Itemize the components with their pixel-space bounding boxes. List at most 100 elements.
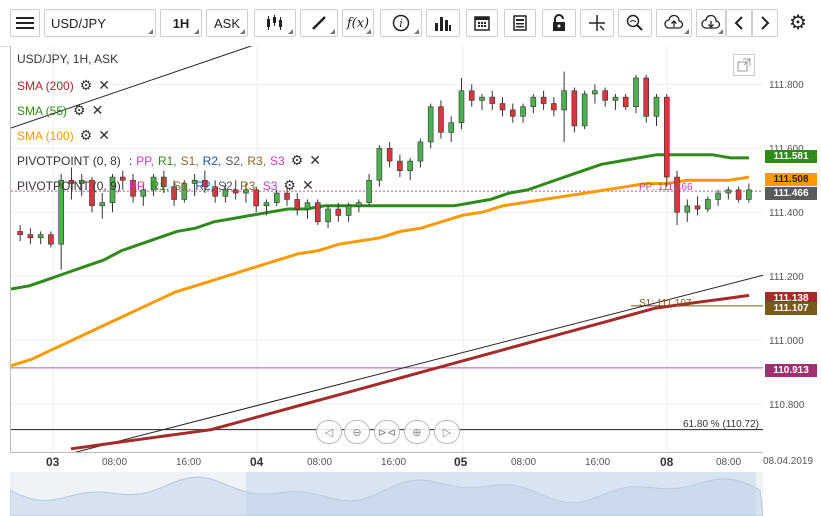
- candle: [653, 96, 660, 117]
- pivot2-pp: PP,: [128, 178, 147, 193]
- scroll-left-button[interactable]: [726, 9, 752, 37]
- candle: [58, 179, 64, 245]
- candle: [89, 179, 95, 207]
- candle: [263, 202, 270, 207]
- sma100-line: [11, 175, 750, 368]
- sma100-close-icon[interactable]: ✕: [98, 127, 110, 143]
- scroll-right-button[interactable]: [752, 9, 778, 37]
- candle: [663, 96, 670, 178]
- x-tick: 04: [250, 455, 264, 469]
- candle: [520, 106, 526, 117]
- zoom-button[interactable]: [618, 9, 652, 37]
- candle: [130, 179, 136, 197]
- download-icon: [701, 15, 721, 29]
- candle: [273, 192, 280, 203]
- candle: [202, 179, 208, 187]
- pivot2-gear-icon[interactable]: ⚙: [283, 177, 296, 193]
- candle: [191, 179, 198, 184]
- symbol-selector[interactable]: USD/JPY: [44, 9, 156, 37]
- x-tick: 08: [660, 455, 674, 469]
- candle: [715, 192, 721, 200]
- pivot1-close-icon[interactable]: ✕: [309, 152, 322, 168]
- interval-selector[interactable]: 1H: [160, 9, 202, 37]
- candle: [571, 90, 578, 127]
- navigator[interactable]: [10, 472, 763, 516]
- toolbar: USD/JPY 1H ASK f(x) i: [0, 0, 821, 47]
- sma100-gear-icon[interactable]: ⚙: [79, 127, 93, 143]
- price-type-selector[interactable]: ASK: [206, 9, 248, 37]
- x-tick: 16:00: [381, 457, 407, 468]
- chevron-left-icon: [734, 16, 743, 30]
- triangle-right-icon: ▷: [442, 426, 452, 439]
- candle: [684, 205, 691, 213]
- candle: [674, 176, 680, 213]
- crosshair-button[interactable]: [580, 9, 614, 37]
- interval-text: 1H: [172, 15, 190, 31]
- legend-title: USD/JPY, 1H, ASK: [17, 52, 119, 66]
- navigator-window[interactable]: [246, 472, 756, 516]
- nav-left-button[interactable]: ◁: [316, 420, 342, 444]
- candle: [366, 179, 372, 203]
- candles-icon: [267, 15, 282, 30]
- zoom-out-button[interactable]: ⊖: [344, 420, 370, 444]
- sma200-line: [70, 293, 750, 451]
- zoom-in-icon: ⊕: [412, 426, 422, 439]
- candle: [468, 90, 475, 101]
- candle: [150, 176, 157, 191]
- candle: [253, 189, 260, 207]
- draw-tool-button[interactable]: [300, 9, 338, 37]
- candle: [735, 189, 742, 200]
- draw-icon: [312, 16, 326, 30]
- sma200-close-icon[interactable]: ✕: [98, 77, 110, 93]
- pivot1-s3: S3: [270, 153, 285, 168]
- x-tick: 16:00: [585, 457, 611, 468]
- s1-price-label: 111.107: [765, 302, 817, 315]
- candle: [427, 106, 434, 143]
- pp-annotation: PP: 111.466: [639, 182, 693, 193]
- candle: [499, 103, 506, 111]
- sma55-gear-icon[interactable]: ⚙: [73, 102, 86, 118]
- candle: [48, 234, 54, 245]
- sma200-gear-icon[interactable]: ⚙: [79, 77, 93, 93]
- bar-chart-icon: [435, 17, 451, 31]
- bar-chart-button[interactable]: [426, 9, 460, 37]
- candle: [325, 208, 331, 223]
- candle: [171, 186, 177, 200]
- pivot1-pp: PP,: [136, 153, 154, 168]
- nav-right-button[interactable]: ▷: [434, 420, 460, 444]
- fx-icon: f(x): [346, 15, 370, 31]
- chart-type-button[interactable]: [254, 9, 296, 37]
- candle: [694, 205, 701, 210]
- candle: [643, 77, 650, 117]
- upload-button[interactable]: [656, 9, 692, 37]
- sma55-close-icon[interactable]: ✕: [91, 102, 104, 118]
- candle: [314, 202, 321, 223]
- trend-line-lower: [74, 274, 764, 452]
- candle: [705, 199, 711, 210]
- zoom-in-button[interactable]: ⊕: [404, 420, 430, 444]
- settings-button[interactable]: ⚙: [784, 9, 812, 37]
- x-tick: 08:00: [102, 457, 128, 468]
- pivot1-label: PIVOTPOINT (0, 8): [17, 153, 121, 168]
- menu-button[interactable]: [10, 9, 40, 37]
- date-label: 08.04.2019: [763, 456, 814, 467]
- lock-button[interactable]: [542, 9, 576, 37]
- info-button[interactable]: i: [380, 9, 422, 37]
- chart-area[interactable]: USD/JPY, 1H, ASK SMA (200) ⚙ ✕ SMA (55) ⚙…: [10, 46, 765, 452]
- expand-button[interactable]: [733, 54, 755, 76]
- download-button[interactable]: [696, 9, 726, 37]
- time-axis: 03 08:00 16:00 04 08:00 16:00 05 08:00 1…: [10, 452, 763, 473]
- indicators-button[interactable]: f(x): [342, 9, 374, 37]
- reset-button[interactable]: ⊳⊲: [374, 420, 400, 444]
- svg-text:i: i: [399, 17, 403, 30]
- candle: [592, 90, 598, 95]
- sma100-price-label: 111.508: [765, 173, 817, 186]
- candle: [99, 202, 106, 207]
- last-price-label: 111.466: [765, 187, 817, 200]
- crosshair-icon: [589, 15, 605, 31]
- pivot2-close-icon[interactable]: ✕: [301, 177, 314, 193]
- pivot1-gear-icon[interactable]: ⚙: [290, 152, 304, 168]
- document-button[interactable]: [504, 9, 536, 37]
- calendar-button[interactable]: [466, 9, 498, 37]
- pivot2-r3: R3,: [240, 178, 259, 193]
